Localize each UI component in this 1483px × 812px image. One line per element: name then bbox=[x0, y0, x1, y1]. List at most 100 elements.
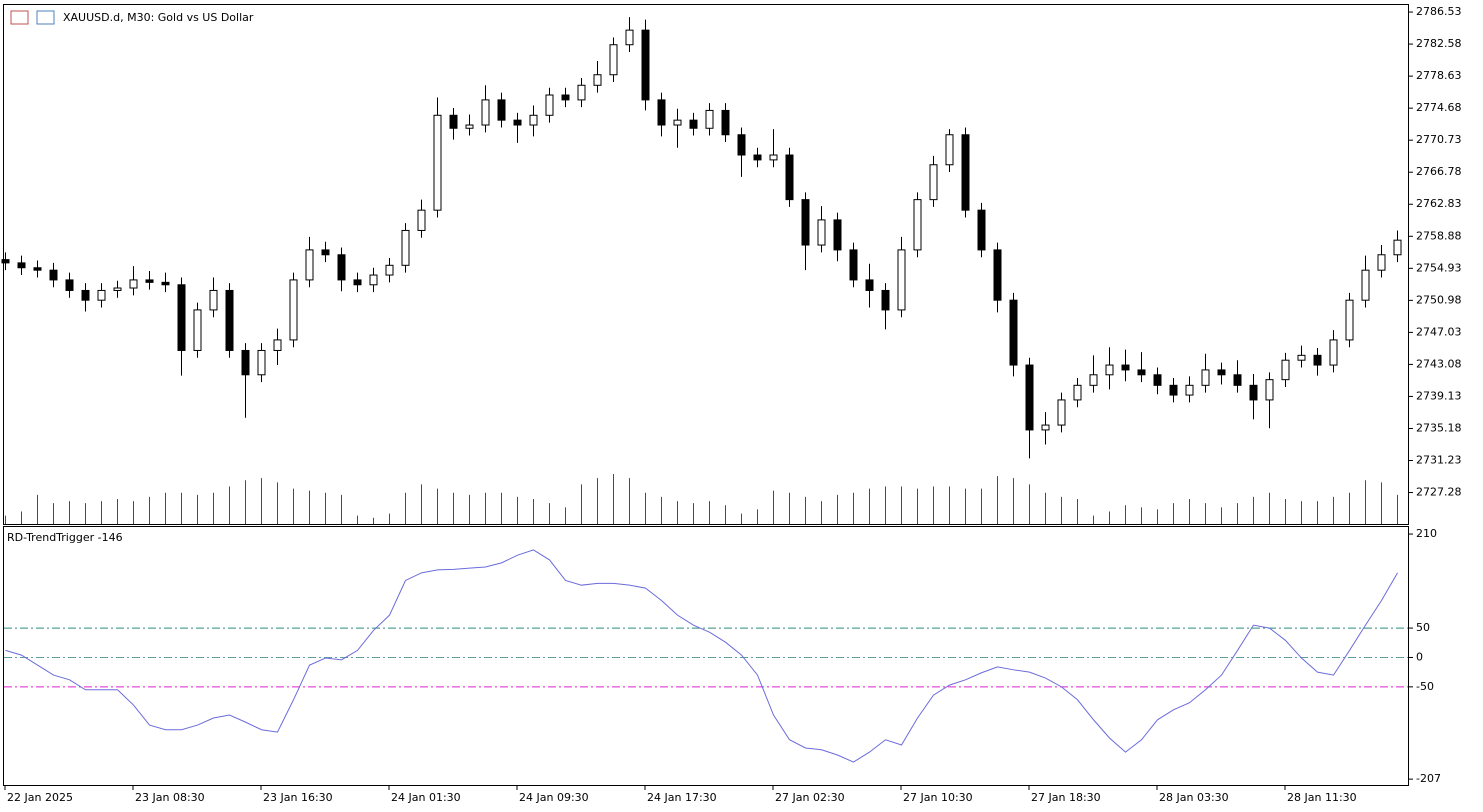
candle-body bbox=[1041, 424, 1050, 431]
indicator-line bbox=[5, 549, 1398, 763]
chart-title: XAUUSD.d, M30: Gold vs US Dollar bbox=[63, 11, 254, 24]
candle-body bbox=[257, 349, 266, 376]
candle-body bbox=[1025, 364, 1034, 431]
candle-body bbox=[1105, 364, 1114, 376]
candle-body bbox=[817, 219, 826, 246]
candle-body bbox=[113, 287, 122, 291]
candle-body bbox=[1057, 399, 1066, 426]
candle-body bbox=[497, 99, 506, 121]
candle-body bbox=[129, 279, 138, 289]
x-tick-label: 24 Jan 17:30 bbox=[647, 791, 717, 804]
y-tick-label: 2758.88 bbox=[1416, 229, 1462, 242]
indicator-title: RD-TrendTrigger -146 bbox=[7, 531, 123, 544]
candle-body bbox=[161, 281, 170, 286]
candle-body bbox=[881, 289, 890, 311]
candle-body bbox=[833, 219, 842, 251]
price-pane-frame bbox=[3, 4, 1409, 525]
y-tick-label: 2782.58 bbox=[1416, 37, 1462, 50]
y-tick-label: 210 bbox=[1416, 527, 1437, 540]
candle-body bbox=[177, 284, 186, 351]
candle-body bbox=[353, 279, 362, 286]
candle-body bbox=[641, 29, 650, 101]
candle-body bbox=[17, 262, 26, 269]
candle-body bbox=[561, 94, 570, 101]
y-tick-label: 2743.08 bbox=[1416, 357, 1462, 370]
candle-body bbox=[209, 289, 218, 311]
candle-body bbox=[81, 289, 90, 301]
candle-body bbox=[97, 289, 106, 301]
candle-body bbox=[481, 99, 490, 126]
candle-body bbox=[1009, 299, 1018, 366]
candle-body bbox=[337, 254, 346, 281]
candle-body bbox=[385, 264, 394, 276]
y-tick-label: -50 bbox=[1416, 680, 1434, 693]
candle-body bbox=[1297, 354, 1306, 361]
x-tick-label: 24 Jan 09:30 bbox=[519, 791, 589, 804]
x-tick-label: 28 Jan 11:30 bbox=[1287, 791, 1357, 804]
candle-body bbox=[401, 229, 410, 266]
candle-body bbox=[961, 134, 970, 211]
candle-body bbox=[33, 267, 42, 271]
x-tick-label: 22 Jan 2025 bbox=[7, 791, 73, 804]
candle-body bbox=[1393, 239, 1402, 256]
symbol-icon bbox=[10, 10, 55, 25]
candle-body bbox=[1233, 374, 1242, 386]
candle-body bbox=[1169, 384, 1178, 396]
candle-body bbox=[1, 259, 10, 264]
candle-body bbox=[1201, 369, 1210, 386]
x-tick-label: 27 Jan 02:30 bbox=[775, 791, 845, 804]
candle-body bbox=[897, 249, 906, 311]
y-tick-label: 2778.63 bbox=[1416, 69, 1462, 82]
y-tick-label: 2739.13 bbox=[1416, 389, 1462, 402]
candle-body bbox=[929, 164, 938, 201]
y-tick-label: -207 bbox=[1416, 772, 1441, 785]
candle-body bbox=[417, 209, 426, 231]
candle-body bbox=[529, 114, 538, 126]
candle-body bbox=[977, 209, 986, 251]
x-tick-label: 27 Jan 18:30 bbox=[1031, 791, 1101, 804]
y-tick-label: 0 bbox=[1416, 650, 1423, 663]
y-tick-label: 2754.93 bbox=[1416, 261, 1462, 274]
candle-body bbox=[753, 154, 762, 161]
candle-body bbox=[865, 279, 874, 291]
candle-body bbox=[577, 84, 586, 101]
icon-part bbox=[36, 10, 55, 25]
candle-body bbox=[593, 74, 602, 86]
y-tick-label: 2770.73 bbox=[1416, 133, 1462, 146]
candle-body bbox=[945, 134, 954, 166]
x-tick-label: 23 Jan 08:30 bbox=[135, 791, 205, 804]
candle-body bbox=[1249, 384, 1258, 401]
candle-body bbox=[1217, 369, 1226, 376]
candle-body bbox=[689, 119, 698, 129]
y-tick-label: 2727.28 bbox=[1416, 486, 1462, 499]
candle-body bbox=[673, 119, 682, 126]
candle-body bbox=[145, 279, 154, 283]
candle-body bbox=[545, 94, 554, 116]
candle-body bbox=[513, 119, 522, 126]
candle-body bbox=[273, 339, 282, 351]
candle-body bbox=[1329, 339, 1338, 366]
candle-body bbox=[1377, 254, 1386, 271]
candle-body bbox=[465, 124, 474, 129]
candle-body bbox=[321, 249, 330, 256]
candle-body bbox=[225, 289, 234, 351]
icon-part bbox=[10, 10, 29, 25]
candle-body bbox=[1265, 379, 1274, 401]
candle-body bbox=[289, 279, 298, 341]
candle-body bbox=[1121, 364, 1130, 371]
x-tick-label: 23 Jan 16:30 bbox=[263, 791, 333, 804]
candle-body bbox=[705, 109, 714, 129]
candle-body bbox=[241, 349, 250, 376]
candle-body bbox=[193, 309, 202, 351]
candle-body bbox=[721, 109, 730, 136]
candle-body bbox=[625, 29, 634, 46]
x-tick-label: 27 Jan 10:30 bbox=[903, 791, 973, 804]
candle-body bbox=[913, 199, 922, 251]
y-tick-label: 2747.03 bbox=[1416, 325, 1462, 338]
candle-body bbox=[737, 134, 746, 156]
y-tick-label: 2750.98 bbox=[1416, 293, 1462, 306]
candle-body bbox=[1073, 384, 1082, 401]
candle-body bbox=[1137, 369, 1146, 376]
